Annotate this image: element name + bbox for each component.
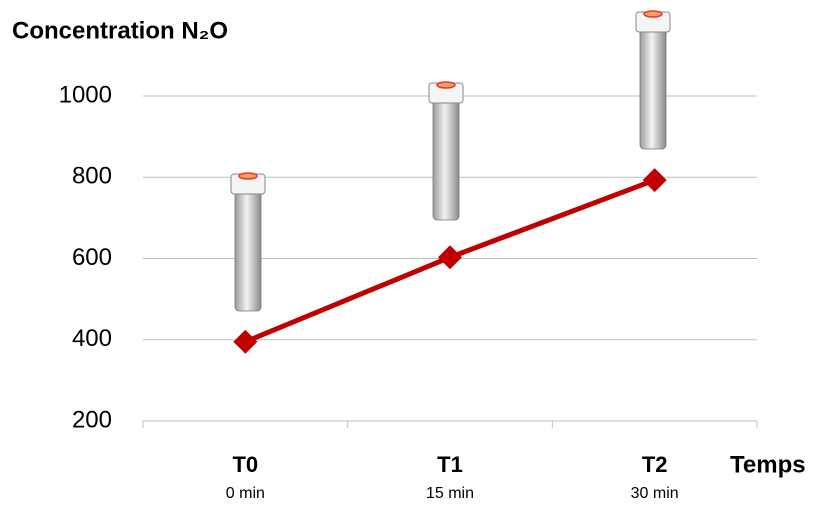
data-point [642,168,667,193]
y-tick-label: 400 [72,325,112,352]
y-tick-label: 800 [72,163,112,190]
chart-title: Concentration N₂O [12,17,228,44]
y-tick-label: 600 [72,244,112,271]
x-axis-label: Temps [730,451,806,478]
x-tick-sublabel: 0 min [226,485,265,502]
y-tick-label: 1000 [59,81,112,108]
x-tick-label: T2 [642,452,668,477]
x-tick-label: T1 [437,452,463,477]
tube-decorations [230,10,671,312]
data-point [438,245,462,270]
data-point [233,329,258,354]
y-tick-label: 200 [72,406,112,433]
x-tick-sublabel: 15 min [426,485,474,502]
x-tick-label: T0 [232,452,258,477]
x-tick-sublabel: 30 min [631,485,679,502]
